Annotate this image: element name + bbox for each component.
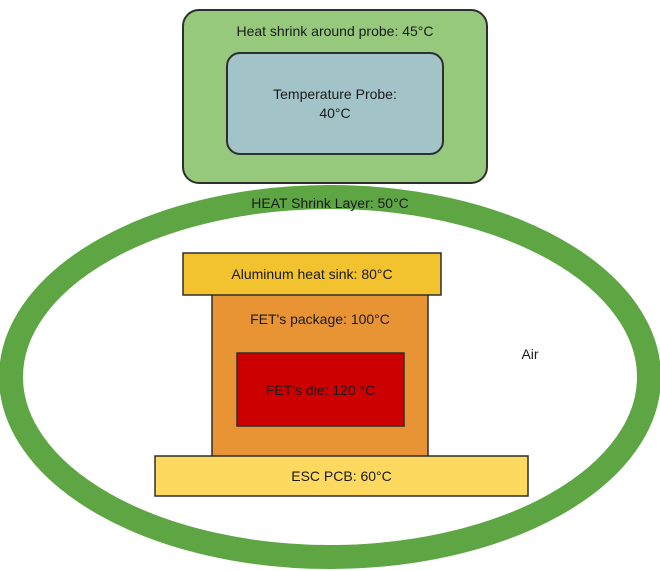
aluminum-heat-sink-label: Aluminum heat sink: 80°C <box>231 266 393 282</box>
heat-shrink-layer-label: HEAT Shrink Layer: 50°C <box>251 195 409 211</box>
esc-pcb-box <box>154 455 529 497</box>
temperature-probe-box <box>226 52 444 155</box>
heat-shrink-around-probe-label: Heat shrink around probe: 45°C <box>236 23 434 39</box>
fet-die-label: FET's die: 120 °C <box>265 382 376 398</box>
temperature-probe-label-line2: 40°C <box>319 105 351 121</box>
aluminum-heat-sink-box <box>182 252 442 296</box>
air-label: Air <box>521 346 539 362</box>
fet-die-box <box>236 352 405 427</box>
esc-pcb-label: ESC PCB: 60°C <box>291 468 392 484</box>
fet-package-label: FET's package: 100°C <box>250 311 390 327</box>
temperature-probe-label-line1: Temperature Probe: <box>273 86 397 102</box>
